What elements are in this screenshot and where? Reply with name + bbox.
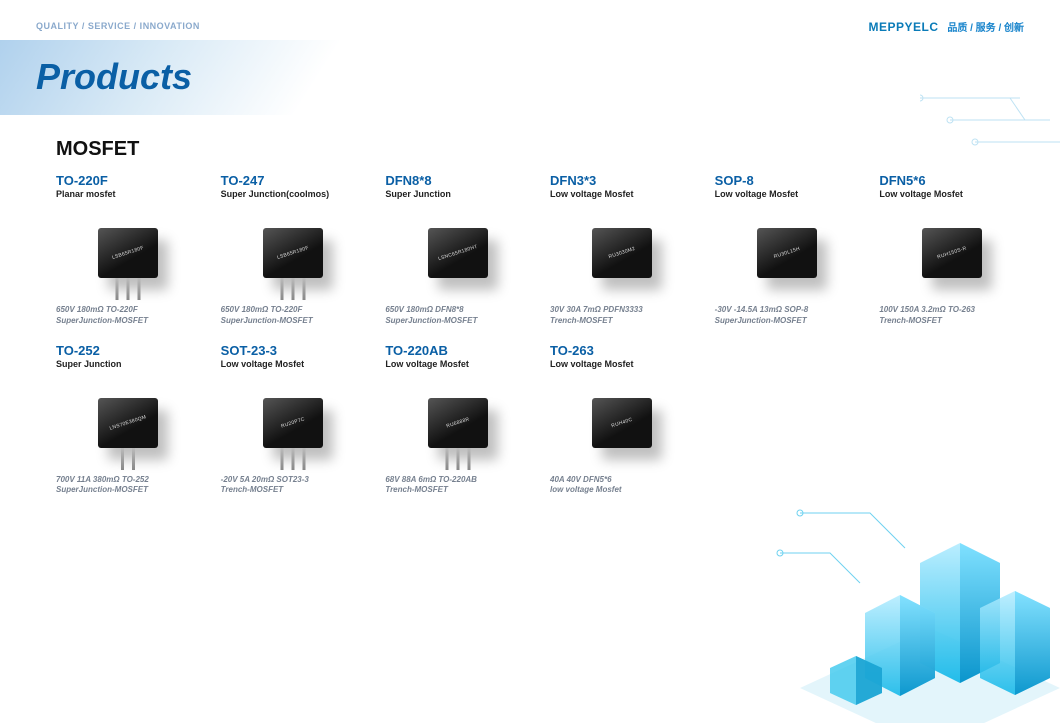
product-subtitle: Super Junction: [56, 359, 201, 369]
product-subtitle: Planar mosfet: [56, 189, 201, 199]
chip-icon: [592, 398, 652, 448]
title-wrap: Products: [0, 40, 1060, 110]
chip-icon: [428, 228, 488, 278]
chip-icon: [757, 228, 817, 278]
product-subtitle: Low voltage Mosfet: [715, 189, 860, 199]
product-image: [56, 209, 201, 297]
brand-text: 品质 / 服务 / 创新: [947, 23, 1024, 34]
product-card[interactable]: TO-220ABLow voltage Mosfet 68V 88A 6mΩ TO…: [385, 343, 530, 497]
product-image: [221, 379, 366, 467]
product-subtitle: Low voltage Mosfet: [550, 189, 695, 199]
product-title: SOT-23-3: [221, 343, 366, 358]
product-image: [715, 209, 860, 297]
product-spec: 30V 30A 7mΩ PDFN3333Trench-MOSFET: [550, 305, 695, 327]
product-title: DFN8*8: [385, 173, 530, 188]
page-title: Products: [36, 56, 192, 98]
product-subtitle: Super Junction(coolmos): [221, 189, 366, 199]
product-card[interactable]: TO-220FPlanar mosfet 650V 180mΩ TO-220FSu…: [56, 173, 201, 327]
product-card[interactable]: SOT-23-3Low voltage Mosfet -20V 5A 20mΩ S…: [221, 343, 366, 497]
chip-icon: [428, 398, 488, 448]
brand: MEPPYELC 品质 / 服务 / 创新: [869, 19, 1024, 34]
product-card[interactable]: TO-252Super Junction 700V 11A 380mΩ TO-25…: [56, 343, 201, 497]
product-card[interactable]: DFN8*8Super Junction 650V 180mΩ DFN8*8Sup…: [385, 173, 530, 327]
product-spec: -30V -14.5A 13mΩ SOP-8SuperJunction-MOSF…: [715, 305, 860, 327]
product-card[interactable]: SOP-8Low voltage Mosfet -30V -14.5A 13mΩ …: [715, 173, 860, 327]
product-title: TO-220AB: [385, 343, 530, 358]
product-subtitle: Low voltage Mosfet: [221, 359, 366, 369]
product-title: TO-220F: [56, 173, 201, 188]
chip-icon: [263, 228, 323, 278]
tagline: QUALITY / SERVICE / INNOVATION: [36, 21, 200, 31]
product-spec: 40A 40V DFN5*6low voltage Mosfet: [550, 475, 695, 497]
product-spec: 650V 180mΩ TO-220FSuperJunction-MOSFET: [56, 305, 201, 327]
product-spec: -20V 5A 20mΩ SOT23-3Trench-MOSFET: [221, 475, 366, 497]
product-image: [879, 209, 1024, 297]
chip-icon: [98, 228, 158, 278]
product-spec: 68V 88A 6mΩ TO-220ABTrench-MOSFET: [385, 475, 530, 497]
product-image: [550, 379, 695, 467]
product-title: TO-252: [56, 343, 201, 358]
product-subtitle: Low voltage Mosfet: [879, 189, 1024, 199]
product-spec: 650V 180mΩ TO-220FSuperJunction-MOSFET: [221, 305, 366, 327]
product-card[interactable]: DFN5*6Low voltage Mosfet 100V 150A 3.2mΩ …: [879, 173, 1024, 327]
product-image: [385, 379, 530, 467]
product-card[interactable]: TO-263Low voltage Mosfet 40A 40V DFN5*6lo…: [550, 343, 695, 497]
product-title: SOP-8: [715, 173, 860, 188]
product-card[interactable]: TO-247Super Junction(coolmos) 650V 180mΩ …: [221, 173, 366, 327]
product-image: [385, 209, 530, 297]
product-title: TO-263: [550, 343, 695, 358]
header: QUALITY / SERVICE / INNOVATION MEPPYELC …: [0, 0, 1060, 40]
city-illustration: [770, 493, 1060, 723]
product-subtitle: Super Junction: [385, 189, 530, 199]
brand-logo: MEPPYELC: [869, 20, 939, 34]
product-image: [550, 209, 695, 297]
product-title: DFN3*3: [550, 173, 695, 188]
product-image: [56, 379, 201, 467]
section-heading: MOSFET: [56, 138, 1060, 161]
product-spec: 100V 150A 3.2mΩ TO-263Trench-MOSFET: [879, 305, 1024, 327]
product-spec: 650V 180mΩ DFN8*8SuperJunction-MOSFET: [385, 305, 530, 327]
product-spec: 700V 11A 380mΩ TO-252SuperJunction-MOSFE…: [56, 475, 201, 497]
product-image: [221, 209, 366, 297]
chip-icon: [922, 228, 982, 278]
product-card[interactable]: DFN3*3Low voltage Mosfet 30V 30A 7mΩ PDFN…: [550, 173, 695, 327]
product-grid: TO-220FPlanar mosfet 650V 180mΩ TO-220FSu…: [0, 173, 1060, 496]
product-title: DFN5*6: [879, 173, 1024, 188]
product-subtitle: Low voltage Mosfet: [550, 359, 695, 369]
chip-icon: [98, 398, 158, 448]
chip-icon: [263, 398, 323, 448]
product-title: TO-247: [221, 173, 366, 188]
product-subtitle: Low voltage Mosfet: [385, 359, 530, 369]
chip-icon: [592, 228, 652, 278]
